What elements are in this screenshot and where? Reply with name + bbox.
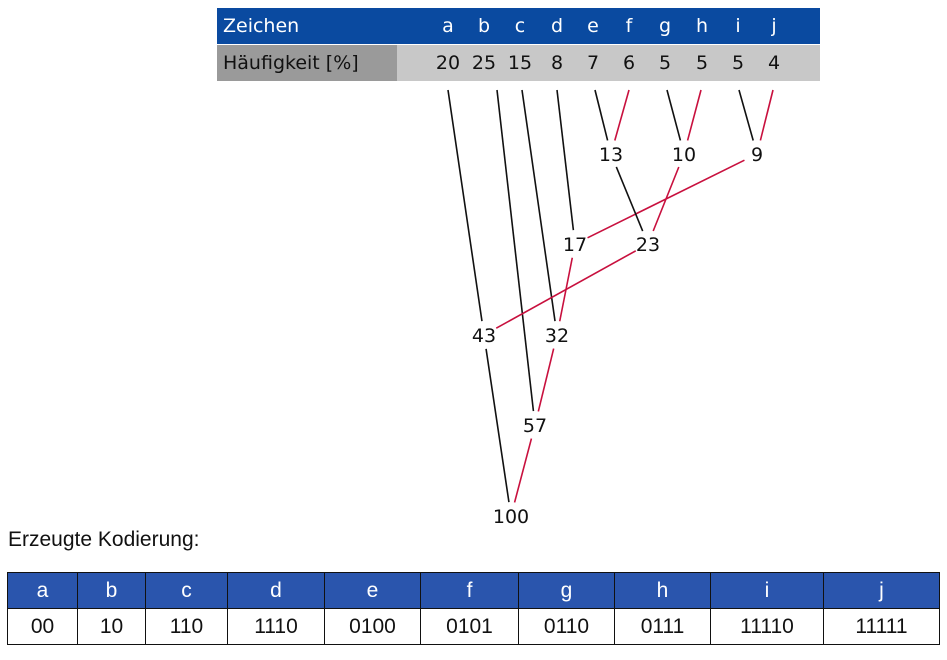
encoding-symbol-cell: e — [324, 572, 421, 609]
frequency-table: Zeichen a b c d e f g h i j Häufigkeit [… — [217, 8, 820, 81]
symbol-cell: a — [442, 15, 454, 37]
tree-edge-c-n32 — [521, 89, 556, 322]
tree-edge-e-n13 — [594, 89, 609, 141]
frequency-cell: 6 — [622, 52, 636, 74]
encoding-code-row: 00 10 110 1110 0100 0101 0110 0111 11110… — [7, 608, 940, 645]
tree-edge-b-n57 — [496, 89, 535, 412]
tree-edge-n17-n32 — [558, 257, 574, 322]
tree-node-label: 57 — [523, 415, 547, 437]
tree-edge-j-n9 — [759, 89, 774, 141]
encoding-code-cell: 0110 — [518, 608, 615, 645]
encoding-symbol-cell: d — [227, 572, 325, 609]
encoding-symbol-cell: c — [145, 572, 228, 609]
tree-node-label: 23 — [636, 234, 660, 256]
tree-edge-n13-n23 — [615, 166, 644, 232]
tree-nodes: 13 10 9 17 23 43 32 57 100 — [472, 144, 763, 528]
encoding-caption: Erzeugte Kodierung: — [8, 528, 200, 551]
symbol-cell: i — [735, 15, 741, 37]
encoding-symbol-cell: b — [77, 572, 146, 609]
encoding-code-cell: 11110 — [710, 608, 824, 645]
tree-edge-n43-n100 — [485, 348, 510, 503]
tree-node-label: 32 — [545, 325, 569, 347]
frequency-cell: 25 — [471, 52, 497, 74]
frequency-cell: 5 — [695, 52, 709, 74]
encoding-symbol-cell: j — [823, 572, 940, 609]
frequency-cell: 8 — [550, 52, 564, 74]
frequency-cell: 4 — [767, 52, 781, 74]
tree-edge-n10-n23 — [652, 166, 680, 232]
symbol-cell: j — [771, 15, 777, 37]
tree-node-label: 13 — [599, 144, 623, 166]
symbol-row-label-cell — [217, 8, 397, 44]
encoding-code-cell: 00 — [7, 608, 78, 645]
frequency-row: Häufigkeit [%] 20 25 15 8 7 6 5 5 5 4 — [217, 45, 820, 81]
tree-node-label: 43 — [472, 325, 496, 347]
tree-edge-n32-n57 — [537, 348, 555, 412]
frequency-cell: 7 — [586, 52, 600, 74]
frequency-row-label: Häufigkeit [%] — [223, 52, 359, 74]
encoding-code-cell: 10 — [77, 608, 146, 645]
encoding-code-cell: 1110 — [227, 608, 325, 645]
symbol-cell: e — [587, 15, 599, 37]
encoding-code-cell: 110 — [145, 608, 228, 645]
encoding-code-cell: 0100 — [324, 608, 421, 645]
encoding-symbol-cell: i — [710, 572, 824, 609]
symbol-row: Zeichen a b c d e f g h i j — [217, 8, 820, 44]
symbol-cell: h — [695, 15, 709, 37]
tree-node-label: 10 — [672, 144, 696, 166]
symbol-cell: c — [514, 15, 526, 37]
symbol-cell: d — [550, 15, 564, 37]
tree-edge-i-n9 — [738, 89, 754, 141]
encoding-symbol-row: a b c d e f g h i j — [7, 572, 940, 609]
tree-node-label: 9 — [751, 144, 763, 166]
symbol-row-label: Zeichen — [223, 15, 300, 37]
frequency-row-label-cell — [217, 45, 397, 81]
tree-edge-g-n10 — [666, 89, 682, 141]
encoding-symbol-cell: g — [518, 572, 615, 609]
frequency-cell: 5 — [658, 52, 672, 74]
tree-node-label: 17 — [563, 234, 587, 256]
encoding-code-cell: 0111 — [614, 608, 711, 645]
huffman-tree: 13 10 9 17 23 43 32 57 100 — [447, 89, 774, 528]
encoding-symbol-cell: a — [7, 572, 78, 609]
encoding-table: a b c d e f g h i j 00 10 110 1110 0100 … — [7, 572, 940, 645]
tree-edge-a-n43 — [447, 89, 483, 322]
tree-edges — [447, 89, 774, 503]
tree-edge-f-n13 — [614, 89, 630, 141]
frequency-cell: 5 — [731, 52, 745, 74]
tree-edge-d-n17 — [556, 89, 575, 231]
encoding-code-cell: 0101 — [420, 608, 519, 645]
frequency-cell: 20 — [435, 52, 461, 74]
tree-edge-h-n10 — [686, 89, 702, 141]
symbol-cell: g — [658, 15, 672, 37]
symbol-cell: b — [477, 15, 491, 37]
encoding-symbol-cell: h — [614, 572, 711, 609]
symbol-cell: f — [625, 15, 633, 37]
encoding-code-cell: 11111 — [823, 608, 940, 645]
tree-node-label: 100 — [493, 506, 529, 528]
encoding-symbol-cell: f — [420, 572, 519, 609]
frequency-cell: 15 — [507, 52, 533, 74]
tree-edge-n57-n100 — [513, 438, 533, 503]
